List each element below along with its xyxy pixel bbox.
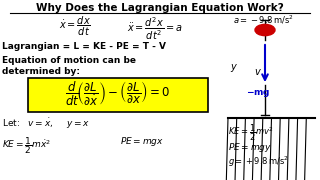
Text: $y$: $y$ — [230, 62, 238, 74]
Text: $KE=\dfrac{1}{2}mv^2$: $KE=\dfrac{1}{2}mv^2$ — [228, 122, 274, 143]
Text: Let:   $v=\dot{x}$,     $y=x$: Let: $v=\dot{x}$, $y=x$ — [2, 117, 90, 131]
Text: determined by:: determined by: — [2, 67, 80, 76]
Bar — [28, 78, 208, 112]
Text: Equation of motion can be: Equation of motion can be — [2, 56, 136, 65]
Text: $a=-9.8\,\mathrm{m/s^2}$: $a=-9.8\,\mathrm{m/s^2}$ — [233, 14, 294, 26]
Text: $\dfrac{d}{dt}\!\left(\dfrac{\partial L}{\partial \dot{x}}\right)-\left(\dfrac{\: $\dfrac{d}{dt}\!\left(\dfrac{\partial L}… — [66, 80, 171, 109]
Text: $KE=\dfrac{1}{2}m\dot{x}^2$: $KE=\dfrac{1}{2}m\dot{x}^2$ — [2, 135, 51, 156]
Text: $\mathbf{-mg}$: $\mathbf{-mg}$ — [246, 88, 270, 99]
Text: $PE=mgx$: $PE=mgx$ — [120, 135, 164, 148]
Text: $v$: $v$ — [254, 67, 262, 77]
Text: $PE=mgy$: $PE=mgy$ — [228, 141, 272, 154]
Text: $g=+9.8\,\mathrm{m/s^2}$: $g=+9.8\,\mathrm{m/s^2}$ — [228, 155, 289, 169]
Text: $\dot{x}=\dfrac{dx}{dt}$: $\dot{x}=\dfrac{dx}{dt}$ — [59, 15, 91, 38]
Text: Lagrangian = L = KE - PE = T - V: Lagrangian = L = KE - PE = T - V — [2, 42, 166, 51]
Circle shape — [255, 24, 275, 36]
Text: Why Does the Lagrangian Equation Work?: Why Does the Lagrangian Equation Work? — [36, 3, 284, 13]
Text: $\ddot{x}=\dfrac{d^2x}{dt^2}=a$: $\ddot{x}=\dfrac{d^2x}{dt^2}=a$ — [127, 15, 183, 42]
